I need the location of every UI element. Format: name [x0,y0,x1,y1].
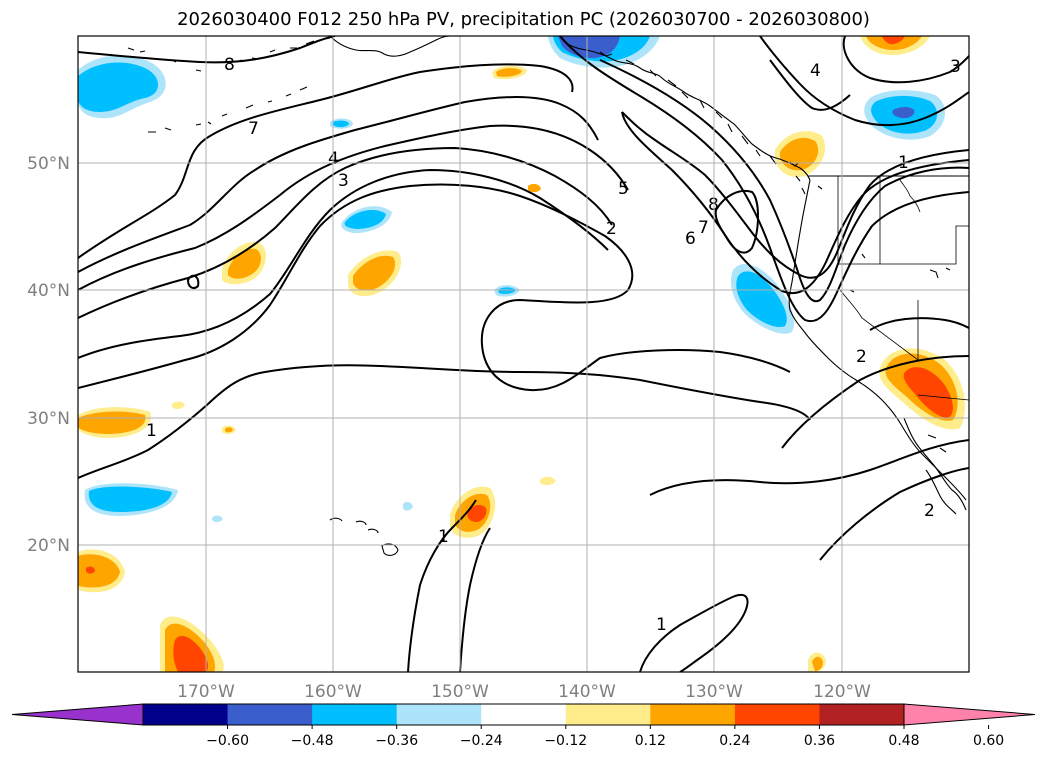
colorbar-tick-label: 0.12 [635,733,666,749]
lon-label: 140°W [558,682,616,702]
contour-label: 7 [248,119,259,139]
colorbar-tick-label: 0.48 [888,733,919,749]
contour-label: 1 [656,615,667,635]
colorbar-segment [227,704,313,725]
map-frame [77,35,970,673]
colorbar-tick-label: −0.36 [375,733,418,749]
coastlines [127,36,969,556]
colorbar-tick-label: −0.60 [206,733,249,749]
colorbar-tick-label: −0.24 [460,733,503,749]
colorbar-segment [650,704,736,725]
map-title: 2026030400 F012 250 hPa PV, precipitatio… [177,9,870,30]
colorbar: −0.60 −0.48 −0.36 −0.24 −0.12 0.12 0.24 0.36 0.4… [11,703,1036,749]
precipitation-shading [78,36,965,672]
contour-label: 3 [950,57,961,77]
colorbar-tick-label: −0.12 [544,733,587,749]
contour-label: 1 [438,527,449,547]
lon-label: 160°W [304,682,362,702]
contour-label: 1 [146,421,157,441]
lat-label: 50°N [27,154,70,174]
lat-label: 40°N [27,281,70,301]
colorbar-segment [143,704,229,725]
lon-label: 130°W [685,682,743,702]
colorbar-tick-label: 0.36 [804,733,835,749]
contour-label: 2 [606,219,617,239]
colorbar-tick-label: 0.60 [973,733,1004,749]
gridlines [78,36,969,672]
lon-label: 120°W [813,682,871,702]
lat-label: 30°N [27,409,70,429]
contour-label: 7 [698,218,709,238]
contour-label: 5 [618,179,629,199]
colorbar-frame [142,703,905,726]
colorbar-segment [819,704,905,725]
contour-label: 8 [708,195,719,215]
colorbar-segment [481,704,567,725]
lon-label: 150°W [431,682,489,702]
contour-label: 2 [856,347,867,367]
colorbar-tick-label: 0.24 [719,733,750,749]
colorbar-segment [312,704,398,725]
contour-label: 2 [924,501,935,521]
colorbar-segment [903,703,1036,726]
latitude-labels: 50°N 40°N 30°N 20°N [27,154,70,556]
lat-label: 20°N [27,536,70,556]
colorbar-segment [396,704,482,725]
contour-label: 8 [224,55,235,75]
colorbar-segment [565,704,651,725]
contour-label: 6 [685,229,696,249]
colorbar-segment [734,704,820,725]
longitude-labels: 170°W 160°W 150°W 140°W 130°W 120°W [177,682,871,702]
colorbar-segment [11,703,144,726]
lon-label: 170°W [177,682,235,702]
contour-label: 4 [810,61,821,81]
colorbar-tick-label: −0.48 [291,733,334,749]
map-plot-area: 8 7 4 3 5 2 6 7 8 4 3 1 2 1 1 1 2 [78,36,969,672]
contour-label: 3 [338,171,349,191]
